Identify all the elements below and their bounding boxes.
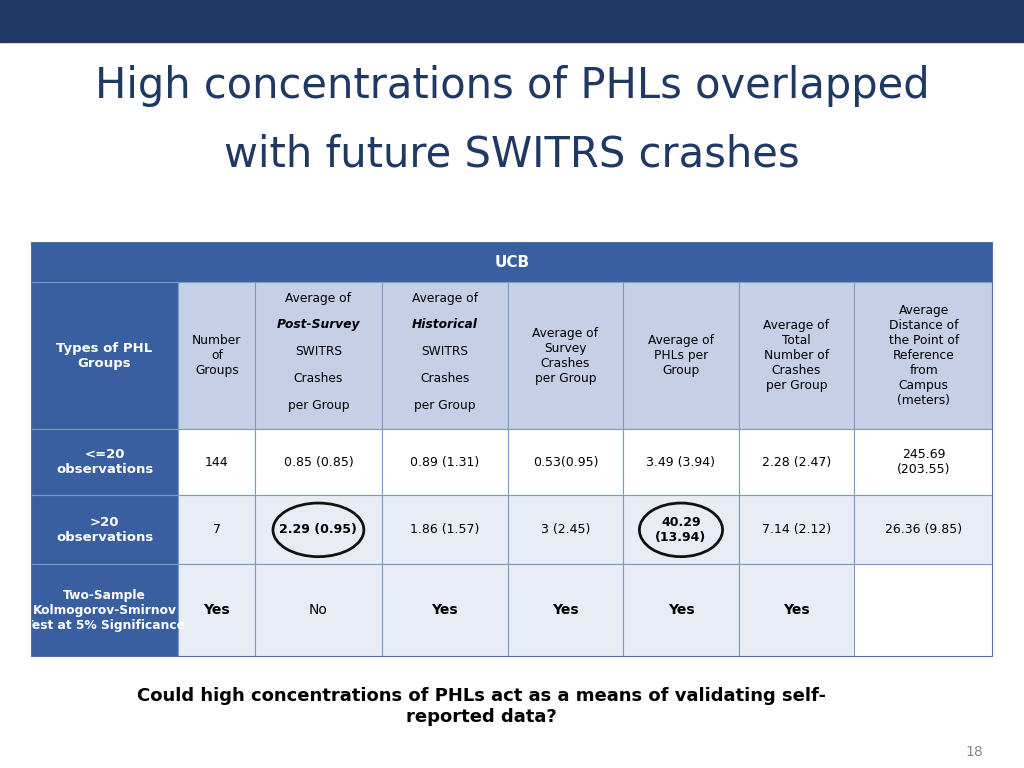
Text: Crashes: Crashes bbox=[294, 372, 343, 385]
Text: 3.49 (3.94): 3.49 (3.94) bbox=[646, 456, 716, 468]
Text: Average of: Average of bbox=[412, 292, 477, 305]
Text: 40.29
(13.94): 40.29 (13.94) bbox=[655, 516, 707, 544]
Text: Yes: Yes bbox=[552, 604, 579, 617]
Bar bbox=[255, 282, 382, 429]
Bar bbox=[738, 282, 854, 429]
Bar bbox=[31, 242, 993, 282]
Text: per Group: per Group bbox=[288, 399, 349, 412]
Text: 2.28 (2.47): 2.28 (2.47) bbox=[762, 456, 831, 468]
Text: <=20
observations: <=20 observations bbox=[56, 449, 154, 476]
Text: 0.89 (1.31): 0.89 (1.31) bbox=[410, 456, 479, 468]
Bar bbox=[178, 282, 255, 429]
Text: Yes: Yes bbox=[668, 604, 694, 617]
Text: Crashes: Crashes bbox=[420, 372, 469, 385]
Text: UCB: UCB bbox=[495, 254, 529, 270]
Text: 3 (2.45): 3 (2.45) bbox=[541, 523, 590, 536]
Bar bbox=[178, 564, 255, 657]
Bar bbox=[854, 495, 993, 564]
Bar bbox=[738, 429, 854, 495]
Bar bbox=[738, 564, 854, 657]
Bar bbox=[255, 495, 382, 564]
Bar bbox=[854, 429, 993, 495]
Text: Types of PHL
Groups: Types of PHL Groups bbox=[56, 342, 153, 369]
Text: 2.29 (0.95): 2.29 (0.95) bbox=[280, 523, 357, 536]
Text: Average of
Survey
Crashes
per Group: Average of Survey Crashes per Group bbox=[532, 326, 598, 385]
Text: 18: 18 bbox=[966, 745, 983, 759]
Text: with future SWITRS crashes: with future SWITRS crashes bbox=[224, 134, 800, 176]
Bar bbox=[382, 282, 508, 429]
Text: 0.85 (0.85): 0.85 (0.85) bbox=[284, 456, 353, 468]
Text: 245.69
(203.55): 245.69 (203.55) bbox=[897, 449, 950, 476]
Bar bbox=[31, 429, 178, 495]
Bar bbox=[255, 429, 382, 495]
Bar bbox=[508, 429, 624, 495]
Bar bbox=[854, 282, 993, 429]
Bar bbox=[178, 429, 255, 495]
Text: 26.36 (9.85): 26.36 (9.85) bbox=[885, 523, 963, 536]
Text: Average
Distance of
the Point of
Reference
from
Campus
(meters): Average Distance of the Point of Referen… bbox=[889, 304, 958, 407]
Bar bbox=[508, 282, 624, 429]
Text: 0.53(0.95): 0.53(0.95) bbox=[532, 456, 598, 468]
Bar bbox=[508, 495, 624, 564]
Text: Average of
Total
Number of
Crashes
per Group: Average of Total Number of Crashes per G… bbox=[764, 319, 829, 392]
Bar bbox=[31, 564, 178, 657]
Text: Yes: Yes bbox=[431, 604, 458, 617]
Bar bbox=[624, 495, 738, 564]
Text: Yes: Yes bbox=[204, 604, 230, 617]
Text: >20
observations: >20 observations bbox=[56, 516, 154, 544]
Text: High concentrations of PHLs overlapped: High concentrations of PHLs overlapped bbox=[94, 65, 930, 107]
Text: Number
of
Groups: Number of Groups bbox=[193, 334, 242, 377]
Text: 7.14 (2.12): 7.14 (2.12) bbox=[762, 523, 831, 536]
Bar bbox=[31, 495, 178, 564]
Text: Yes: Yes bbox=[783, 604, 810, 617]
Text: per Group: per Group bbox=[414, 399, 475, 412]
Bar bbox=[178, 495, 255, 564]
Bar bbox=[508, 564, 624, 657]
Bar bbox=[0, 0, 1024, 42]
Text: Could high concentrations of PHLs act as a means of validating self-
reported da: Could high concentrations of PHLs act as… bbox=[137, 687, 825, 727]
Text: 144: 144 bbox=[205, 456, 228, 468]
Text: Two-Sample
Kolmogorov-Smirnov
Test at 5% Significance: Two-Sample Kolmogorov-Smirnov Test at 5%… bbox=[25, 589, 184, 632]
Bar bbox=[382, 564, 508, 657]
Text: SWITRS: SWITRS bbox=[295, 345, 342, 358]
Text: Average of
PHLs per
Group: Average of PHLs per Group bbox=[648, 334, 714, 377]
Bar bbox=[255, 564, 382, 657]
Bar bbox=[624, 282, 738, 429]
Bar bbox=[738, 495, 854, 564]
Text: Post-Survey: Post-Survey bbox=[276, 319, 360, 332]
Bar bbox=[624, 564, 738, 657]
Text: 1.86 (1.57): 1.86 (1.57) bbox=[410, 523, 479, 536]
Bar bbox=[624, 429, 738, 495]
Bar bbox=[382, 495, 508, 564]
Text: Historical: Historical bbox=[412, 319, 477, 332]
Text: No: No bbox=[309, 604, 328, 617]
Text: SWITRS: SWITRS bbox=[421, 345, 468, 358]
Bar bbox=[31, 282, 178, 429]
Bar bbox=[382, 429, 508, 495]
Text: Average of: Average of bbox=[286, 292, 351, 305]
Text: 7: 7 bbox=[213, 523, 221, 536]
